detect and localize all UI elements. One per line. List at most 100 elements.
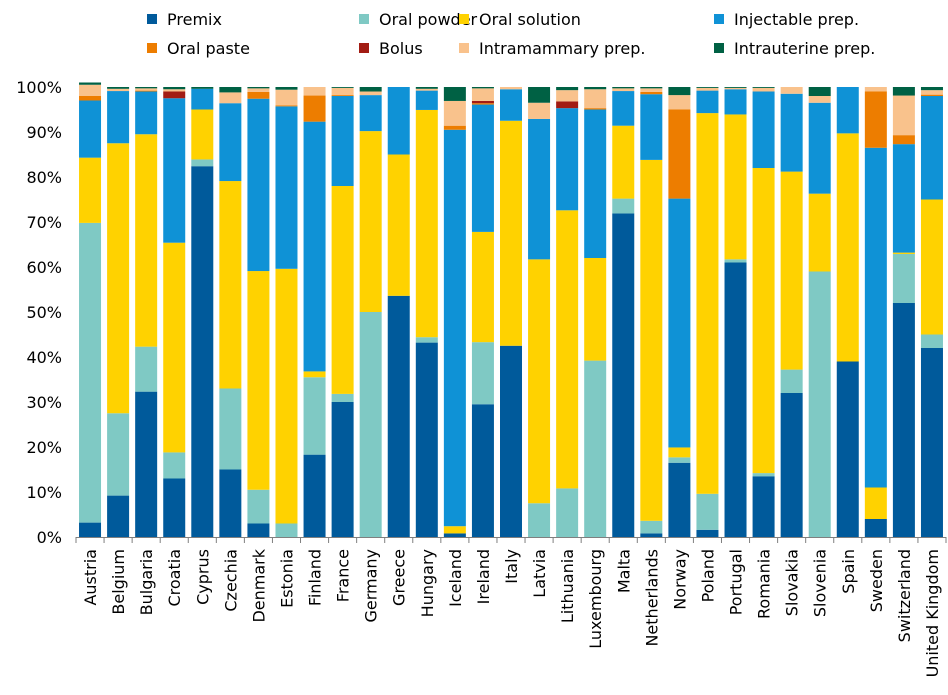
bar-segment-injectable-prep — [640, 94, 663, 160]
legend-swatch-injectable-prep — [714, 14, 724, 24]
legend-swatch-premix — [147, 14, 157, 24]
bar-segment-intrauterine-prep — [275, 87, 298, 90]
legend-swatch-intramammary-prep — [459, 43, 469, 53]
bar-segment-intramammary-prep — [668, 95, 691, 110]
bar-segment-intramammary-prep — [612, 88, 635, 92]
x-tick-label-romania: Romania — [755, 549, 774, 619]
bar-segment-intramammary-prep — [528, 102, 551, 119]
bar-segment-oral-solution — [584, 258, 607, 361]
bar-segment-oral-solution — [668, 447, 691, 458]
bar-segment-bolus — [556, 101, 579, 109]
bar-segment-oral-powder — [79, 222, 102, 523]
bar-segment-oral-powder — [584, 360, 607, 537]
bar-segment-injectable-prep — [808, 102, 831, 194]
x-tick-label-ireland: Ireland — [474, 549, 493, 604]
bar-segment-intramammary-prep — [696, 87, 719, 91]
bar-segment-premix — [191, 166, 214, 537]
x-tick-label-lithuania: Lithuania — [558, 549, 577, 623]
bar-segment-premix — [471, 404, 494, 537]
bar-segment-injectable-prep — [107, 91, 130, 144]
y-tick-label: 50% — [26, 303, 62, 322]
bar-segment-intramammary-prep — [864, 87, 887, 92]
bar-segment-oral-solution — [808, 193, 831, 272]
bar-segment-oral-solution — [163, 242, 186, 453]
bar-stack-czechia — [219, 87, 242, 537]
bar-segment-oral-paste — [275, 105, 298, 107]
bar-segment-oral-powder — [135, 346, 158, 392]
y-tick-label: 10% — [26, 483, 62, 502]
bar-segment-oral-paste — [135, 90, 158, 92]
bar-segment-injectable-prep — [387, 87, 410, 155]
bar-stack-switzerland — [892, 87, 915, 537]
bar-segment-injectable-prep — [500, 89, 522, 121]
bar-segment-injectable-prep — [275, 106, 298, 269]
legend-item-injectable-prep: Injectable prep. — [714, 10, 859, 29]
legend-label: Premix — [167, 10, 222, 29]
bar-segment-intrauterine-prep — [640, 87, 663, 89]
bar-segment-oral-solution — [752, 168, 775, 474]
bar-segment-intrauterine-prep — [135, 87, 158, 89]
bar-segment-premix — [724, 262, 747, 537]
y-tick-label: 30% — [26, 393, 62, 412]
legend-item-intramammary-prep: Intramammary prep. — [459, 39, 645, 58]
bar-segment-premix — [219, 469, 242, 537]
bar-segment-oral-powder — [724, 259, 747, 263]
bar-segment-oral-solution — [640, 159, 663, 521]
bar-segment-injectable-prep — [359, 95, 382, 132]
x-tick-label-poland: Poland — [698, 549, 717, 602]
bar-segment-intramammary-prep — [556, 90, 579, 102]
bar-segment-intramammary-prep — [724, 87, 747, 90]
y-tick-label: 90% — [26, 123, 62, 142]
bar-stack-ireland — [471, 87, 494, 537]
bar-segment-intramammary-prep — [443, 100, 466, 126]
x-tick-label-united-kingdom: United Kingdom — [923, 549, 942, 677]
bar-segment-oral-paste — [864, 91, 887, 148]
bar-segment-premix — [668, 462, 691, 537]
bar-segment-oral-solution — [387, 154, 410, 296]
bar-segment-intrauterine-prep — [612, 87, 635, 89]
x-tick-label-italy: Italy — [502, 549, 521, 584]
bar-segment-intramammary-prep — [163, 89, 186, 92]
bar-segment-oral-paste — [920, 94, 943, 96]
bar-stack-belgium — [107, 87, 130, 537]
bar-segment-injectable-prep — [303, 121, 326, 372]
bar-segment-oral-powder — [920, 334, 943, 348]
x-tick-label-luxembourg: Luxembourg — [586, 549, 605, 649]
bar-stack-iceland — [443, 87, 466, 537]
bar-stack-portugal — [724, 87, 747, 537]
bar-segment-intrauterine-prep — [163, 87, 186, 90]
x-tick-label-greece: Greece — [390, 549, 409, 606]
bar-segment-premix — [79, 522, 102, 537]
bar-stack-spain — [836, 87, 859, 537]
bar-segment-oral-solution — [864, 487, 887, 519]
x-tick-label-slovakia: Slovakia — [783, 549, 802, 616]
legend-label: Oral powder — [379, 10, 478, 29]
bar-stack-germany — [359, 87, 382, 537]
bar-segment-intramammary-prep — [219, 92, 242, 104]
x-tick-label-czechia: Czechia — [221, 549, 240, 612]
bar-segment-injectable-prep — [79, 100, 102, 158]
legend-label: Bolus — [379, 39, 423, 58]
bar-segment-intramammary-prep — [135, 88, 158, 91]
bar-segment-injectable-prep — [471, 104, 494, 232]
bar-segment-injectable-prep — [780, 93, 803, 172]
bar-segment-premix — [163, 478, 186, 537]
bar-segment-intrauterine-prep — [359, 87, 382, 92]
bar-segment-injectable-prep — [415, 90, 438, 110]
bar-segment-oral-solution — [724, 114, 747, 260]
bar-segment-intrauterine-prep — [107, 87, 130, 89]
bar-segment-injectable-prep — [836, 87, 859, 134]
y-tick-label: 60% — [26, 258, 62, 277]
bar-segment-oral-powder — [191, 159, 214, 167]
bar-segment-oral-solution — [303, 371, 326, 378]
bar-segment-intrauterine-prep — [668, 87, 691, 96]
bar-segment-intrauterine-prep — [696, 87, 719, 88]
bar-segment-bolus — [471, 100, 494, 104]
bar-segment-intrauterine-prep — [247, 87, 270, 89]
bar-segment-premix — [752, 476, 775, 537]
bar-stack-italy — [500, 87, 522, 537]
bar-stack-france — [331, 87, 354, 537]
bar-segment-oral-powder — [247, 489, 270, 524]
x-tick-label-denmark: Denmark — [249, 548, 268, 622]
x-tick-label-sweden: Sweden — [867, 549, 886, 612]
